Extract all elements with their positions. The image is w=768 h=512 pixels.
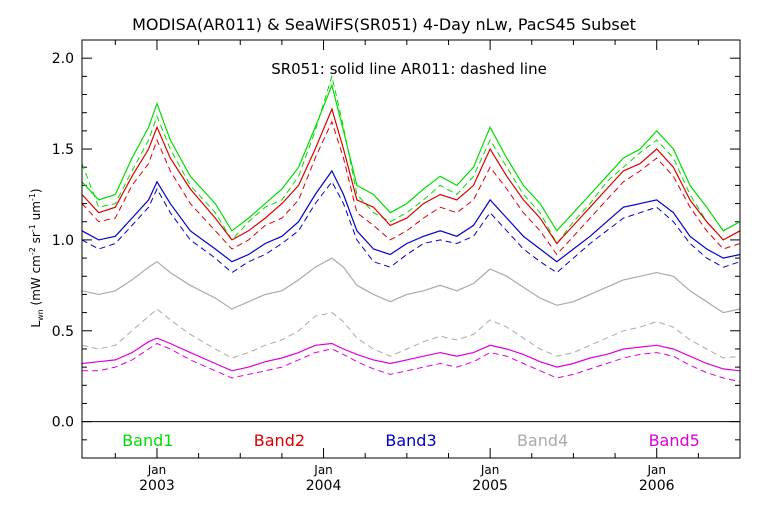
series-band3-dashed [81,180,741,274]
legend-band3: Band3 [385,431,436,450]
legend-band5: Band5 [649,431,700,450]
chart-title: MODISA(AR011) & SeaWiFS(SR051) 4-Day nLw… [132,15,636,34]
ylabel-units-c: um [29,201,43,224]
series-band4-solid [81,257,741,314]
x-tick-year: 2006 [639,478,675,494]
x-tick-month: Jan [646,463,666,477]
chart-annotation: SR051: solid line AR011: dashed line [271,60,547,78]
y-tick-label: 0.0 [52,415,74,431]
x-tick-year: 2004 [306,478,342,494]
y-tick-label: 2.0 [52,51,74,67]
x-tick-month: Jan [480,463,500,477]
series-band5-dashed [82,342,741,383]
series-band1-solid [81,83,741,232]
ylabel-exp-b: -1 [28,224,37,232]
ylabel-units-b: sr [29,232,43,247]
ylabel-exp-a: -2 [28,247,37,255]
x-tick-month: Jan [147,463,167,477]
y-tick-label: 1.0 [52,233,74,249]
y-tick-label: 0.5 [52,324,74,340]
x-tick-year: 2003 [139,478,175,494]
legend-band2: Band2 [254,431,305,450]
plot-frame [81,39,741,459]
ylabel-main: L [29,321,43,328]
ylabel-units-a: (mW cm [29,255,43,309]
svg-text:Lwn (mW cm-2 sr-1 um-1): Lwn (mW cm-2 sr-1 um-1) [28,188,45,327]
y-axis-label: Lwn (mW cm-2 sr-1 um-1) [28,188,45,327]
x-tick-year: 2005 [472,478,508,494]
ylabel-exp-c: -1 [28,193,37,201]
series-band1-dashed [81,74,741,245]
legend-band4: Band4 [517,431,568,450]
series-band3-solid [81,169,741,263]
y-tick-label: 1.5 [52,142,74,158]
series-band2-dashed [81,120,741,256]
x-tick-month: Jan [313,463,333,477]
ylabel-units-d: ) [29,188,43,193]
series-band4-dashed [81,308,741,359]
series-band5-solid [81,337,741,372]
legend-band1: Band1 [122,431,173,450]
series-band2-solid [81,107,741,245]
ylabel-sub: wn [36,309,45,321]
